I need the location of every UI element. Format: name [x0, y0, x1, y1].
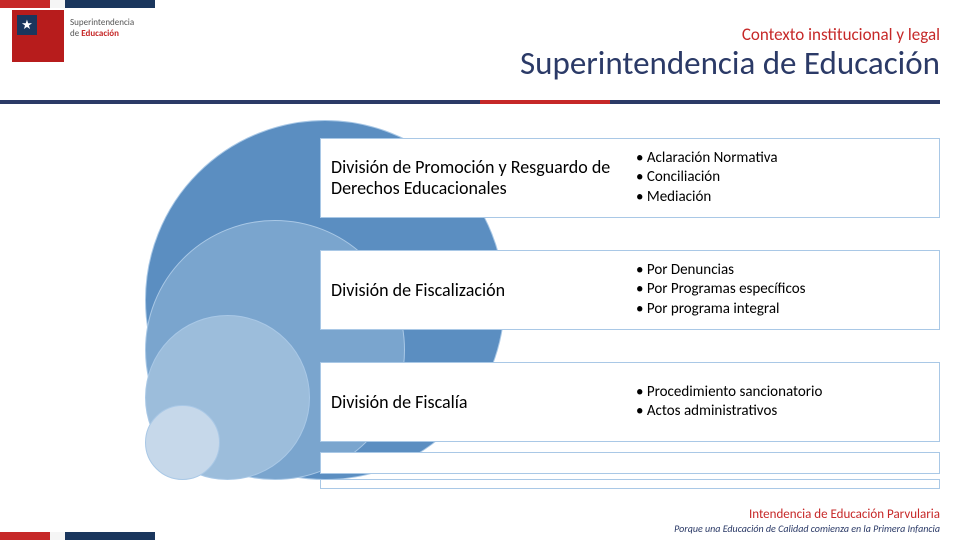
top-accent-bar — [0, 0, 155, 8]
row-3-title: División de Fiscalía — [331, 386, 630, 419]
gobierno-logo: ★ — [12, 10, 64, 62]
row-spacer-2 — [320, 479, 940, 489]
onion-diagram: División de Promoción y Resguardo de Der… — [0, 120, 940, 480]
context-subtitle: Contexto institucional y legal — [520, 24, 940, 45]
logo-star-icon: ★ — [17, 15, 37, 35]
circle-level-4 — [145, 405, 220, 480]
row-2-title: División de Fiscalización — [331, 274, 630, 307]
header-divider — [0, 100, 940, 104]
row-3-bullets: Procedimiento sancionatorio Actos admini… — [630, 377, 929, 428]
logo-line2: de Educación — [70, 29, 134, 40]
row-division-3: División de Fiscalía Procedimiento sanci… — [320, 362, 940, 442]
footer-title: Intendencia de Educación Parvularia — [674, 507, 940, 522]
row-1-bullets: Aclaración Normativa Conciliación Mediac… — [630, 143, 929, 214]
row-1-title: División de Promoción y Resguardo de Der… — [331, 151, 630, 204]
slide-title: Superintendencia de Educación — [520, 43, 940, 83]
row-spacer-1 — [320, 452, 940, 474]
slide-footer: Intendencia de Educación Parvularia Porq… — [674, 507, 940, 535]
logo-text: Superintendencia de Educación — [70, 18, 134, 40]
footer-tagline: Porque una Educación de Calidad comienza… — [674, 522, 940, 535]
slide-header: Contexto institucional y legal Superinte… — [520, 24, 940, 83]
row-2-bullets: Por Denuncias Por Programas específicos … — [630, 255, 929, 326]
row-division-2: División de Fiscalización Por Denuncias … — [320, 250, 940, 330]
bottom-accent-bar — [0, 532, 155, 540]
row-division-1: División de Promoción y Resguardo de Der… — [320, 138, 940, 218]
